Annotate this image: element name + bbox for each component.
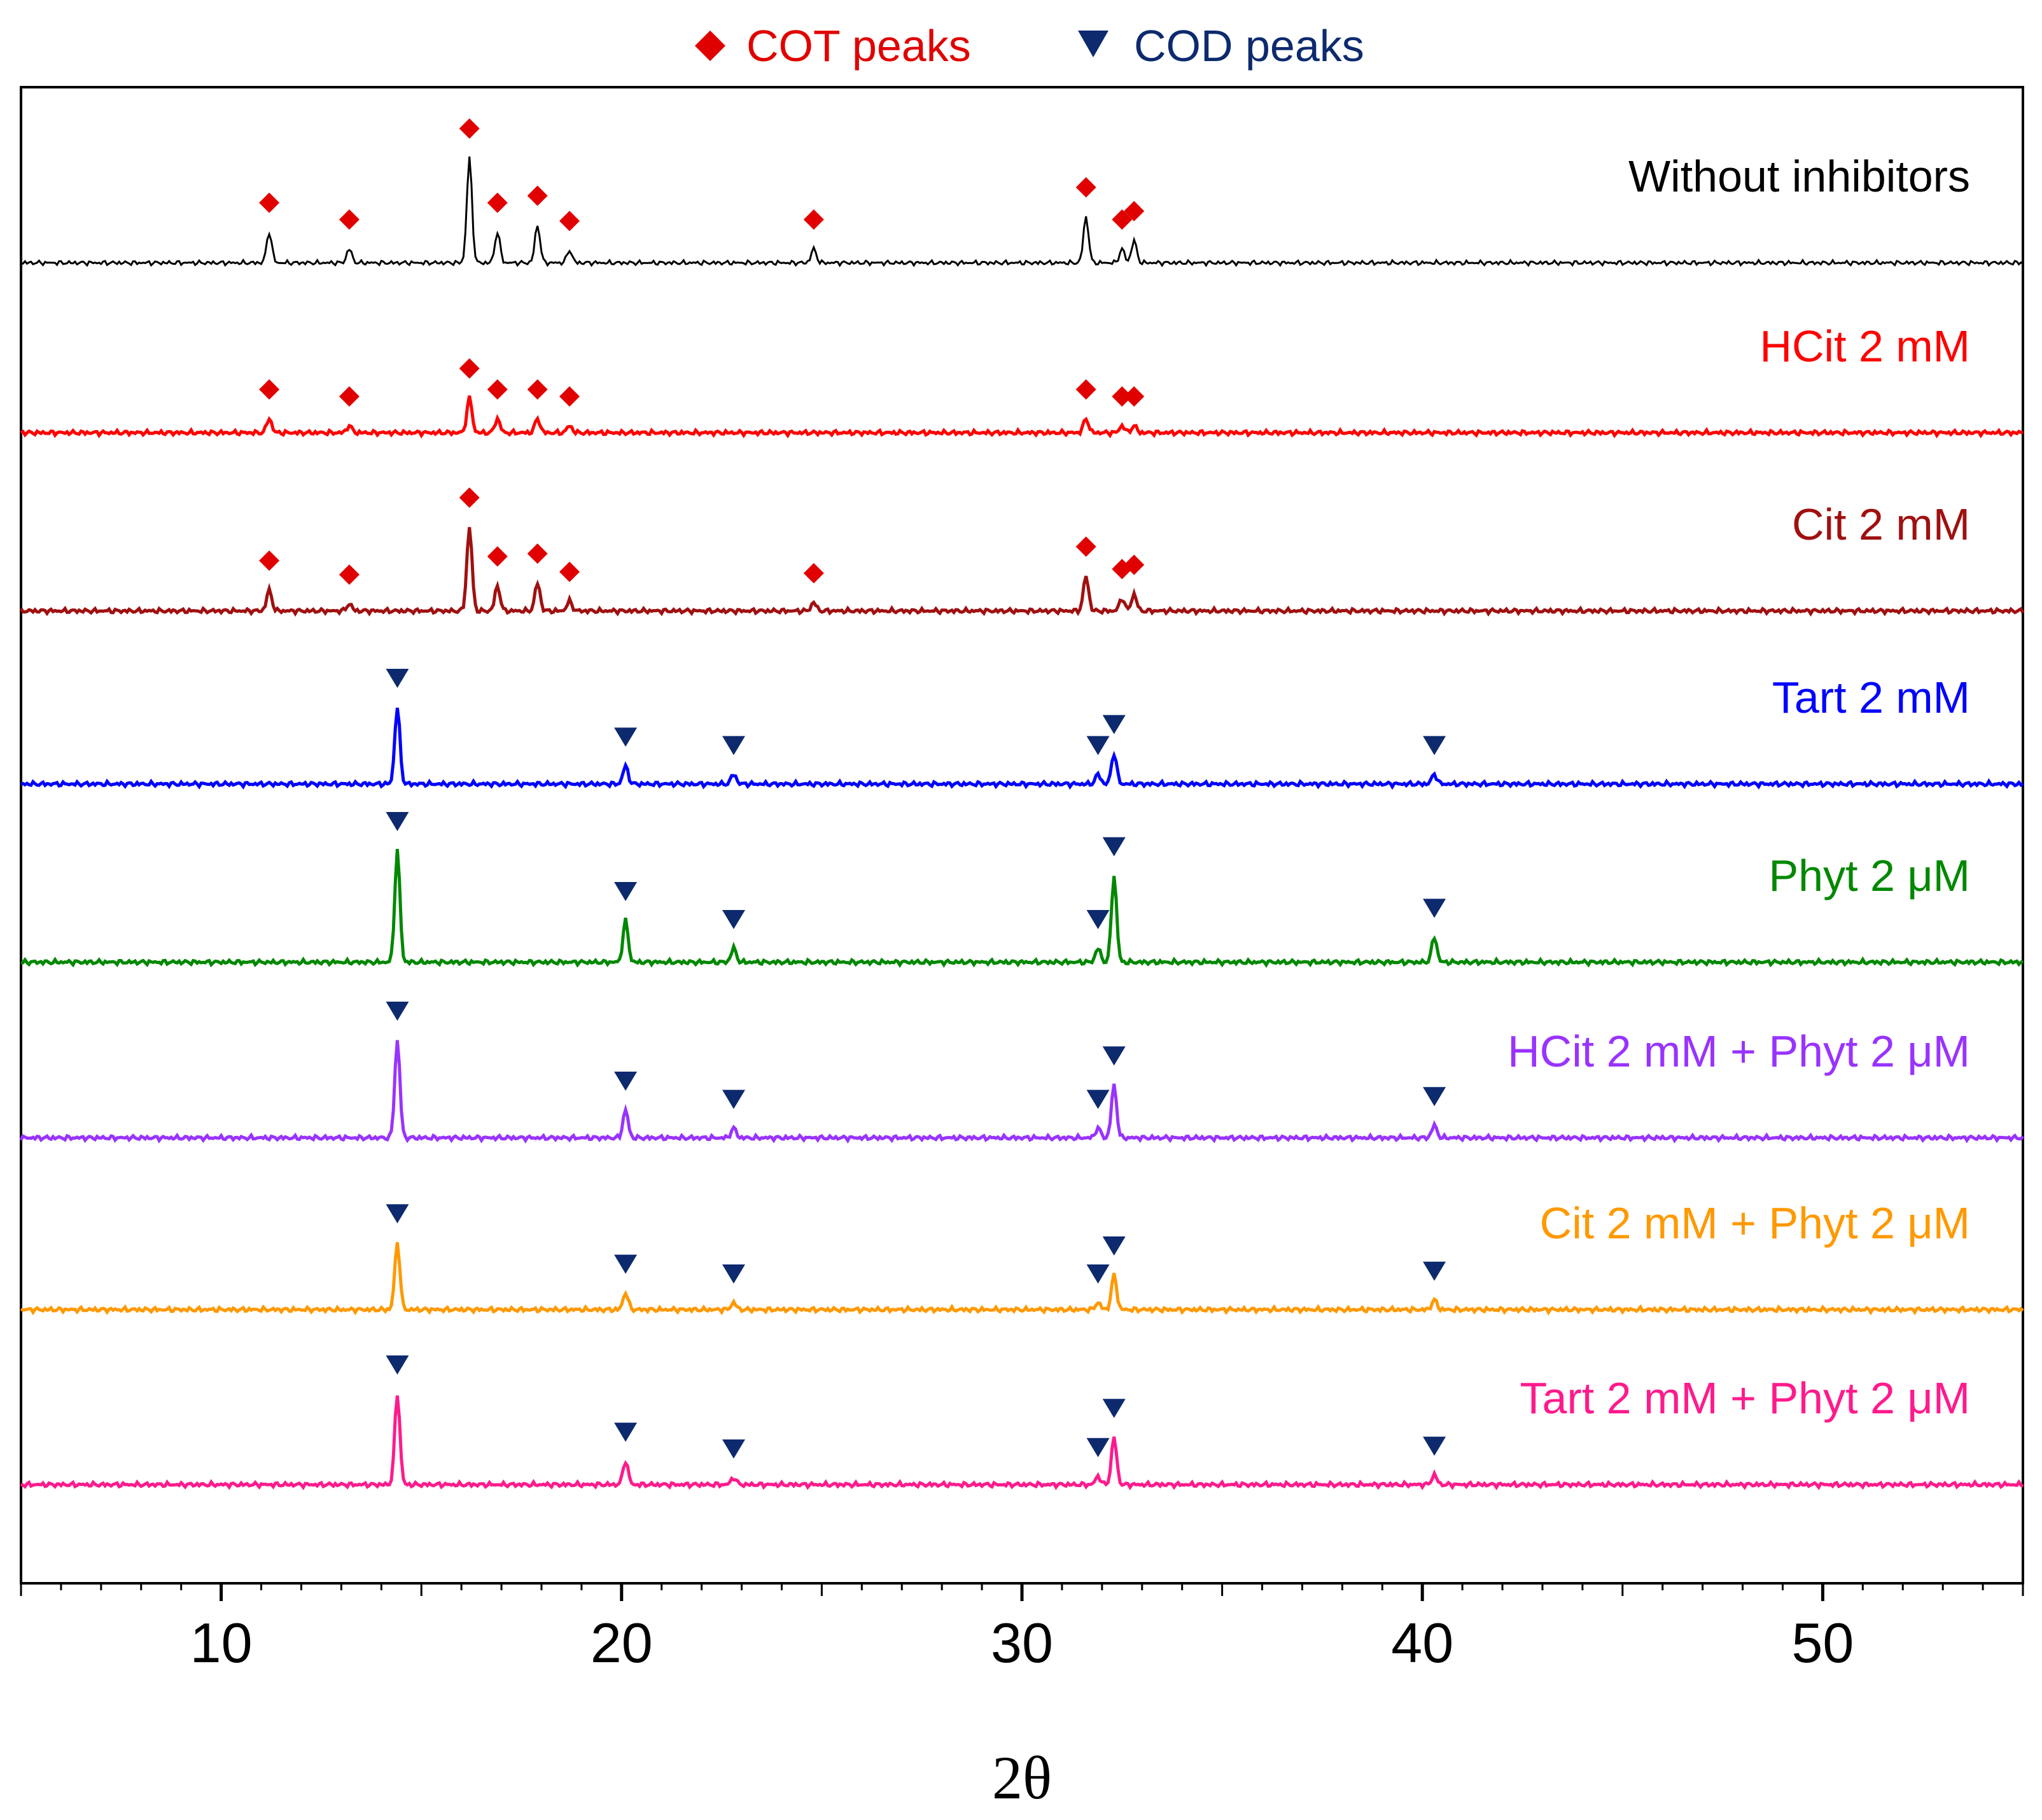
cod-peak-marker-tart-2-mm-1 [614,727,638,747]
cot-peak-marker-hcit-2-mm-7 [1112,386,1133,407]
series-label-hcit-2-mm: HCit 2 mM [1759,321,1970,371]
cod-peak-marker-cit-2-mm-phyt-2-m-5 [1423,1261,1446,1281]
cot-peak-marker-hcit-2-mm-5 [559,386,580,407]
series-line-cit-2-mm-phyt-2-m [20,1242,2024,1316]
cod-peak-marker-cit-2-mm-phyt-2-m-1 [614,1254,638,1274]
cod-peak-marker-tart-2-mm-phyt-2-m-1 [614,1422,638,1442]
cot-peak-marker-without-inhibitors-1 [339,209,360,230]
series-line-tart-2-mm-phyt-2-m [20,1395,2024,1490]
cot-peak-marker-cit-2-mm-6 [803,563,824,584]
cod-peak-marker-tart-2-mm-5 [1423,736,1446,755]
legend: COT peaks COD peaks [695,21,1364,71]
cod-peak-marker-phyt-2-m-2 [722,910,745,929]
cot-peak-marker-cit-2-mm-0 [259,550,280,571]
series-line-cit-2-mm [19,527,2025,617]
x-tick-label-40: 40 [1391,1611,1453,1674]
cot-peak-marker-without-inhibitors-3 [487,192,508,213]
x-tick-label-10: 10 [190,1611,253,1674]
cod-peak-marker-cit-2-mm-phyt-2-m-2 [722,1264,745,1284]
series-line-hcit-2-mm [20,395,2024,439]
x-tick-label-50: 50 [1791,1611,1854,1674]
cot-peak-marker-cit-2-mm-7 [1075,536,1096,557]
cod-peak-marker-tart-2-mm-0 [386,669,409,688]
cot-peak-marker-hcit-2-mm-8 [1124,386,1145,407]
series-label-hcit-2-mm-phyt-2-m: HCit 2 mM + Phyt 2 μM [1507,1026,1970,1076]
cot-peak-marker-hcit-2-mm-0 [259,379,280,400]
cod-peak-marker-cit-2-mm-phyt-2-m-4 [1102,1236,1126,1256]
x-tick-label-20: 20 [591,1611,653,1674]
cod-peak-marker-tart-2-mm-4 [1102,715,1126,734]
series-label-tart-2-mm: Tart 2 mM [1772,673,1970,722]
cot-peak-marker-cit-2-mm-1 [339,564,360,585]
cod-peak-marker-tart-2-mm-phyt-2-m-2 [722,1439,745,1459]
x-tick-label-30: 30 [991,1611,1053,1674]
cod-peak-marker-hcit-2-mm-phyt-2-m-5 [1423,1087,1446,1107]
series-line-phyt-2-m [20,849,2024,969]
cod-peak-marker-tart-2-mm-phyt-2-m-0 [386,1355,409,1375]
cot-peak-marker-without-inhibitors-9 [1124,200,1145,221]
series-label-without-inhibitors: Without inhibitors [1628,151,1970,201]
series-label-cit-2-mm: Cit 2 mM [1792,500,1970,549]
cot-peak-marker-hcit-2-mm-2 [459,358,480,379]
cod-peak-marker-tart-2-mm-phyt-2-m-4 [1102,1399,1126,1418]
cot-peak-marker-hcit-2-mm-1 [339,386,360,407]
legend-cot-label: COT peaks [746,21,971,71]
plot-frame [20,86,2024,1585]
cot-peak-marker-without-inhibitors-7 [1075,177,1096,198]
legend-cod-label: COD peaks [1134,21,1364,71]
legend-cot-marker [695,31,725,61]
series-line-without-inhibitors [20,156,2024,268]
cod-peak-marker-cit-2-mm-phyt-2-m-3 [1086,1264,1110,1284]
series-line-tart-2-mm [20,708,2024,790]
cot-peak-marker-without-inhibitors-0 [259,192,280,213]
cod-peak-marker-cit-2-mm-phyt-2-m-0 [386,1204,409,1224]
cod-peak-marker-hcit-2-mm-phyt-2-m-4 [1102,1046,1126,1066]
cod-peak-marker-hcit-2-mm-phyt-2-m-2 [722,1089,745,1109]
cod-peak-marker-tart-2-mm-2 [722,736,745,755]
marker-layer [259,118,1446,1459]
cot-peak-marker-cit-2-mm-3 [487,546,508,567]
cot-peak-marker-hcit-2-mm-3 [487,379,508,400]
series-label-phyt-2-m: Phyt 2 μM [1768,851,1970,900]
cod-peak-marker-phyt-2-m-0 [386,812,409,831]
cod-peak-marker-phyt-2-m-1 [614,882,638,901]
series-label-tart-2-mm-phyt-2-m: Tart 2 mM + Phyt 2 μM [1520,1373,1970,1423]
cot-peak-marker-without-inhibitors-8 [1112,209,1133,230]
cod-peak-marker-phyt-2-m-4 [1102,837,1126,857]
series-line-hcit-2-mm-phyt-2-m [19,1040,2024,1144]
cod-peak-marker-hcit-2-mm-phyt-2-m-3 [1086,1089,1110,1109]
series-label-cit-2-mm-phyt-2-m: Cit 2 mM + Phyt 2 μM [1540,1198,1970,1248]
cot-peak-marker-hcit-2-mm-6 [1075,379,1096,400]
cot-peak-marker-cit-2-mm-2 [459,487,480,508]
cod-peak-marker-phyt-2-m-5 [1423,899,1446,918]
cot-peak-marker-cit-2-mm-9 [1124,554,1145,575]
cod-peak-marker-hcit-2-mm-phyt-2-m-0 [386,1002,409,1021]
cod-peak-marker-hcit-2-mm-phyt-2-m-1 [614,1072,638,1091]
legend-cod-marker [1078,31,1108,57]
cod-peak-marker-tart-2-mm-phyt-2-m-5 [1423,1436,1446,1456]
cot-peak-marker-without-inhibitors-5 [559,211,580,232]
cot-peak-marker-cit-2-mm-5 [559,561,580,582]
cod-peak-marker-tart-2-mm-phyt-2-m-3 [1086,1438,1110,1457]
cot-peak-marker-cit-2-mm-4 [527,543,548,564]
x-axis: 10 20 30 40 50 [20,1583,2024,1674]
cot-peak-marker-without-inhibitors-4 [527,185,548,206]
series-layer [19,156,2025,1490]
cot-peak-marker-without-inhibitors-2 [459,118,480,139]
x-axis-label: 2θ [992,1744,1052,1812]
cod-peak-marker-tart-2-mm-3 [1086,736,1110,755]
cot-peak-marker-hcit-2-mm-4 [527,379,548,400]
label-layer: Without inhibitors HCit 2 mM Cit 2 mM Tart … [1507,151,1970,1423]
cot-peak-marker-without-inhibitors-6 [803,209,824,230]
cod-peak-marker-phyt-2-m-3 [1086,910,1110,929]
